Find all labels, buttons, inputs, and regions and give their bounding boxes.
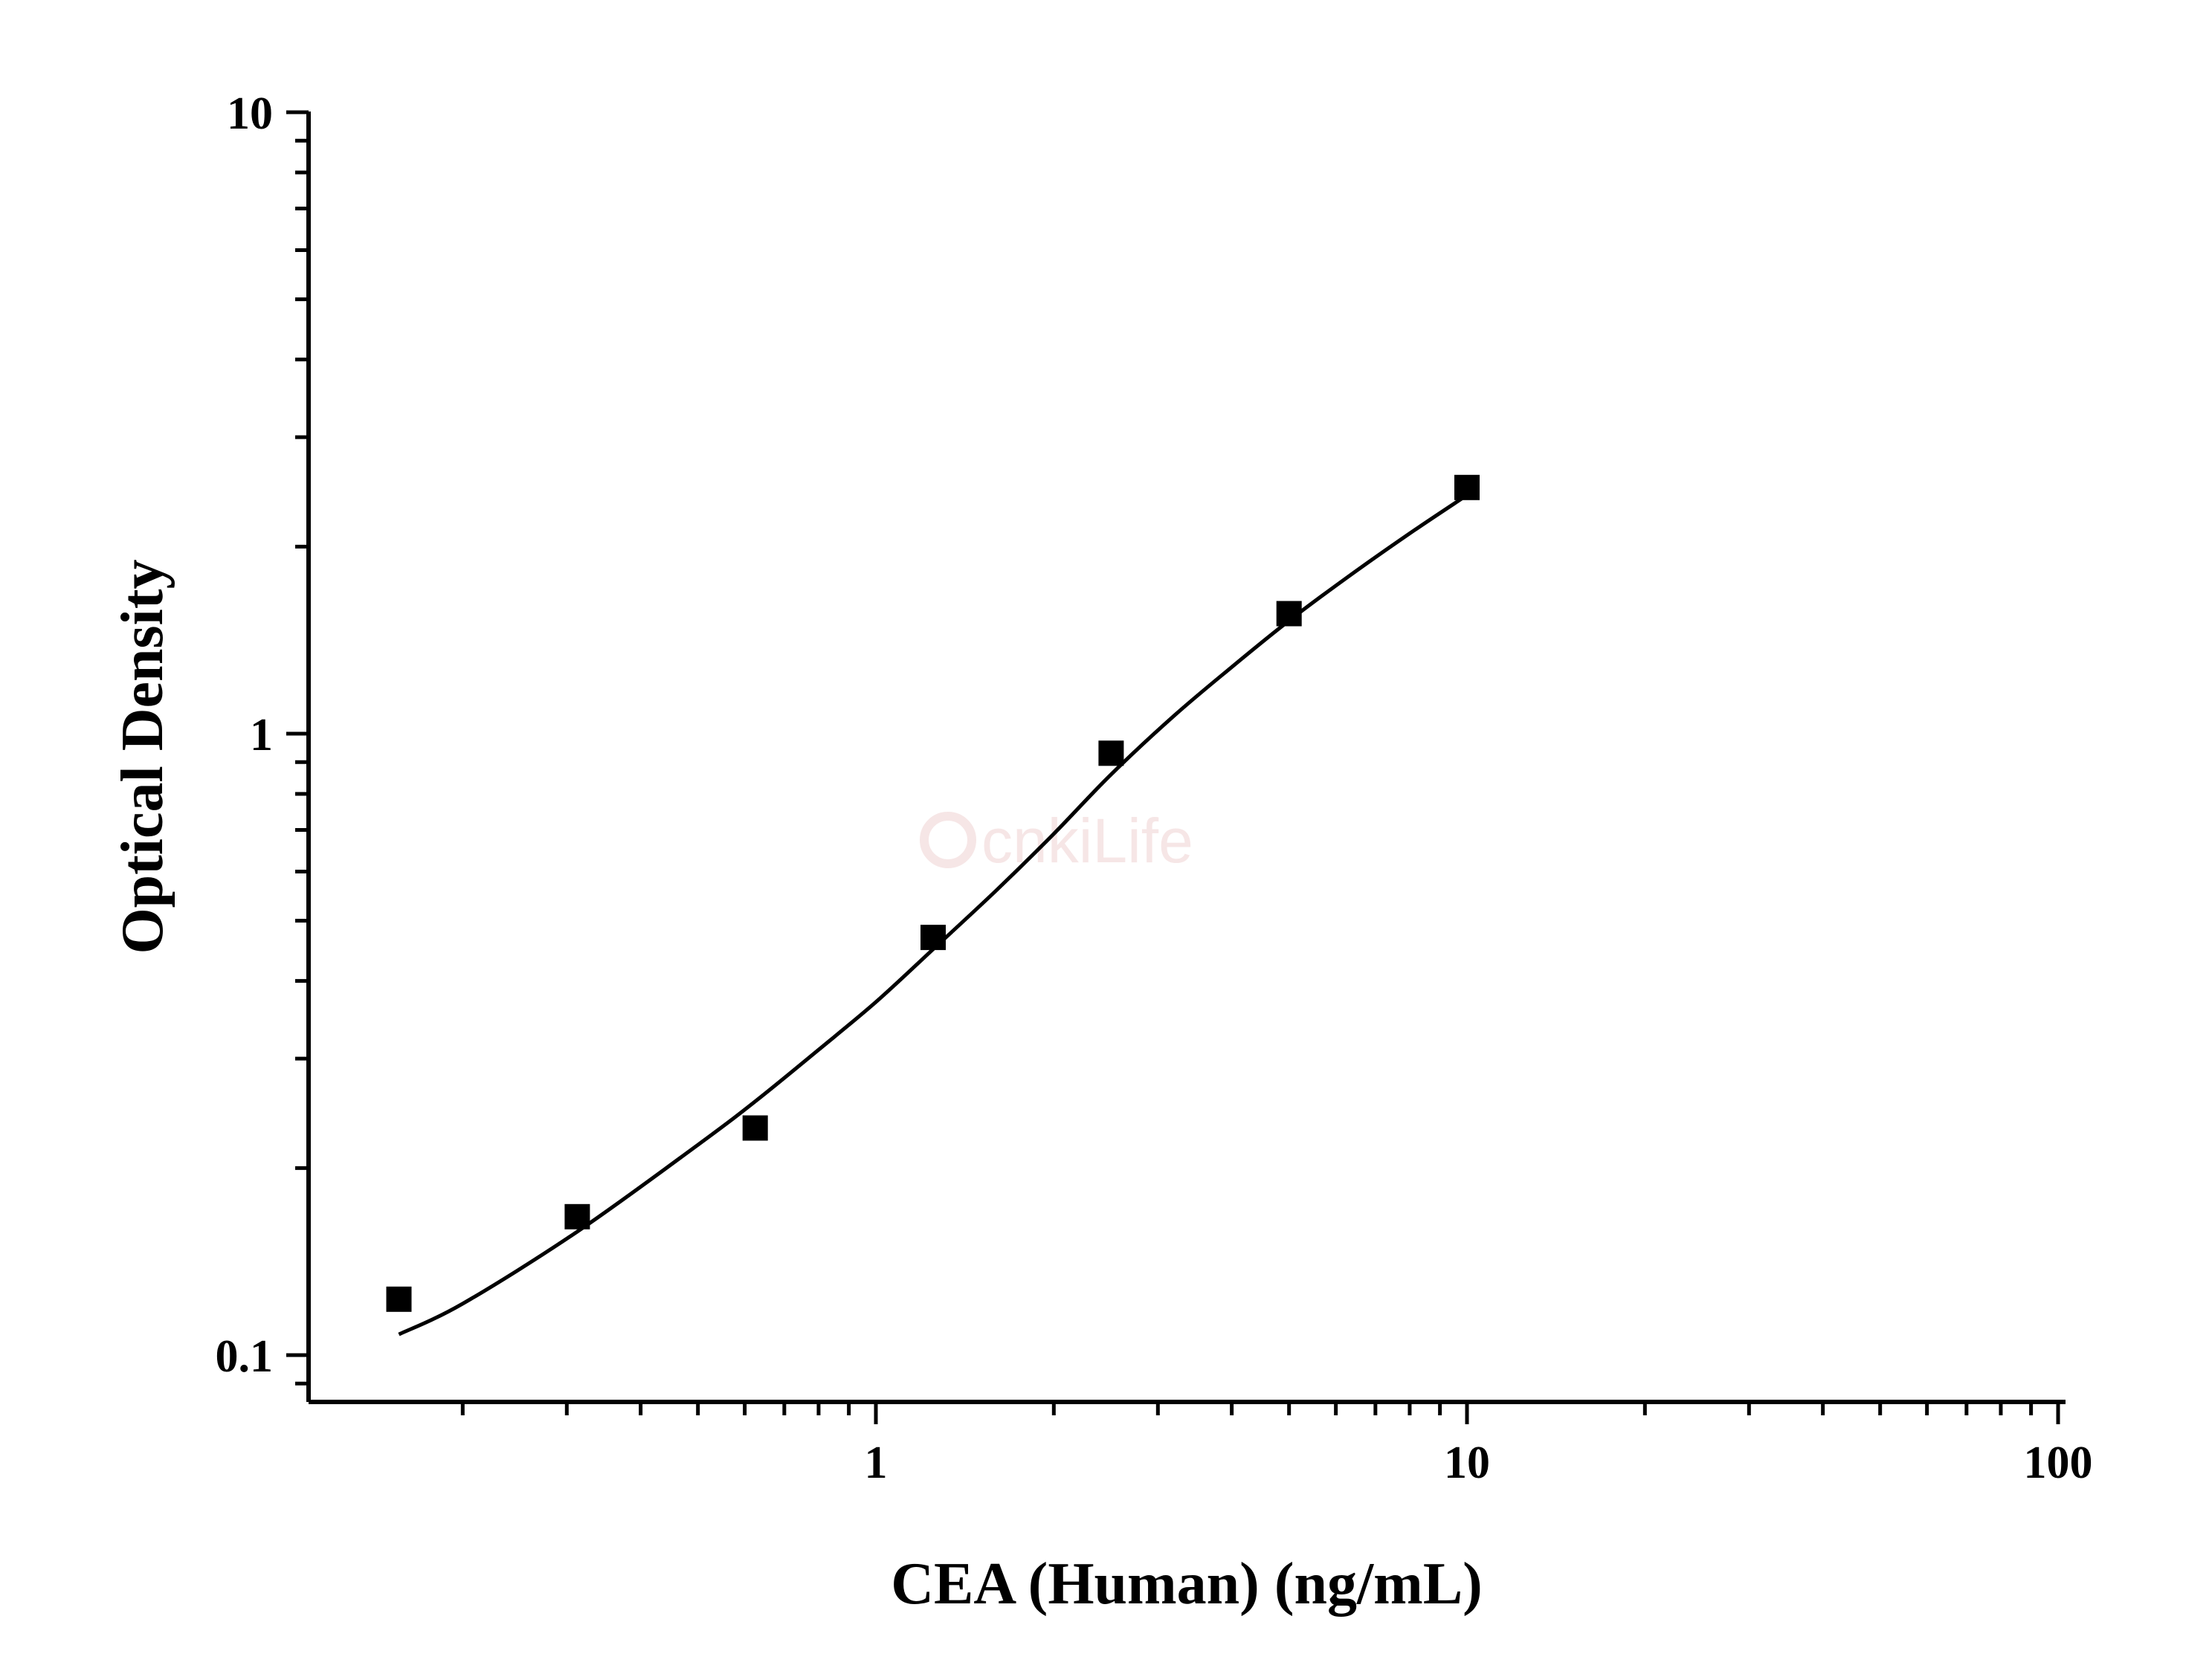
y-tick-label: 10 <box>227 88 273 139</box>
fit-curve <box>398 494 1468 1337</box>
data-point <box>920 925 946 951</box>
data-point <box>1454 474 1480 500</box>
data-point <box>386 1286 412 1312</box>
watermark-text: cnkiLife <box>981 806 1193 876</box>
x-axis-title: CEA (Human) (ng/mL) <box>891 1551 1483 1617</box>
data-points-layer <box>386 474 1480 1312</box>
x-tick-label: 1 <box>865 1438 888 1488</box>
data-point <box>564 1203 590 1229</box>
y-axis-title: Optical Density <box>110 559 175 954</box>
y-ticks: 0.1 1 10 <box>216 88 309 1386</box>
watermark: cnkiLife <box>920 806 1193 876</box>
y-tick-label: 1 <box>250 710 273 760</box>
data-point <box>742 1115 768 1141</box>
fit-curve-layer <box>398 494 1468 1337</box>
watermark-logo-icon <box>920 812 976 868</box>
axes <box>306 112 2066 1404</box>
x-tick-label: 10 <box>1444 1438 1490 1488</box>
y-tick-label: 0.1 <box>216 1331 274 1382</box>
x-ticks: 1 10 100 <box>460 1402 2093 1488</box>
x-tick-label: 100 <box>2024 1438 2093 1488</box>
data-point <box>1098 740 1124 766</box>
data-point <box>1276 601 1302 627</box>
